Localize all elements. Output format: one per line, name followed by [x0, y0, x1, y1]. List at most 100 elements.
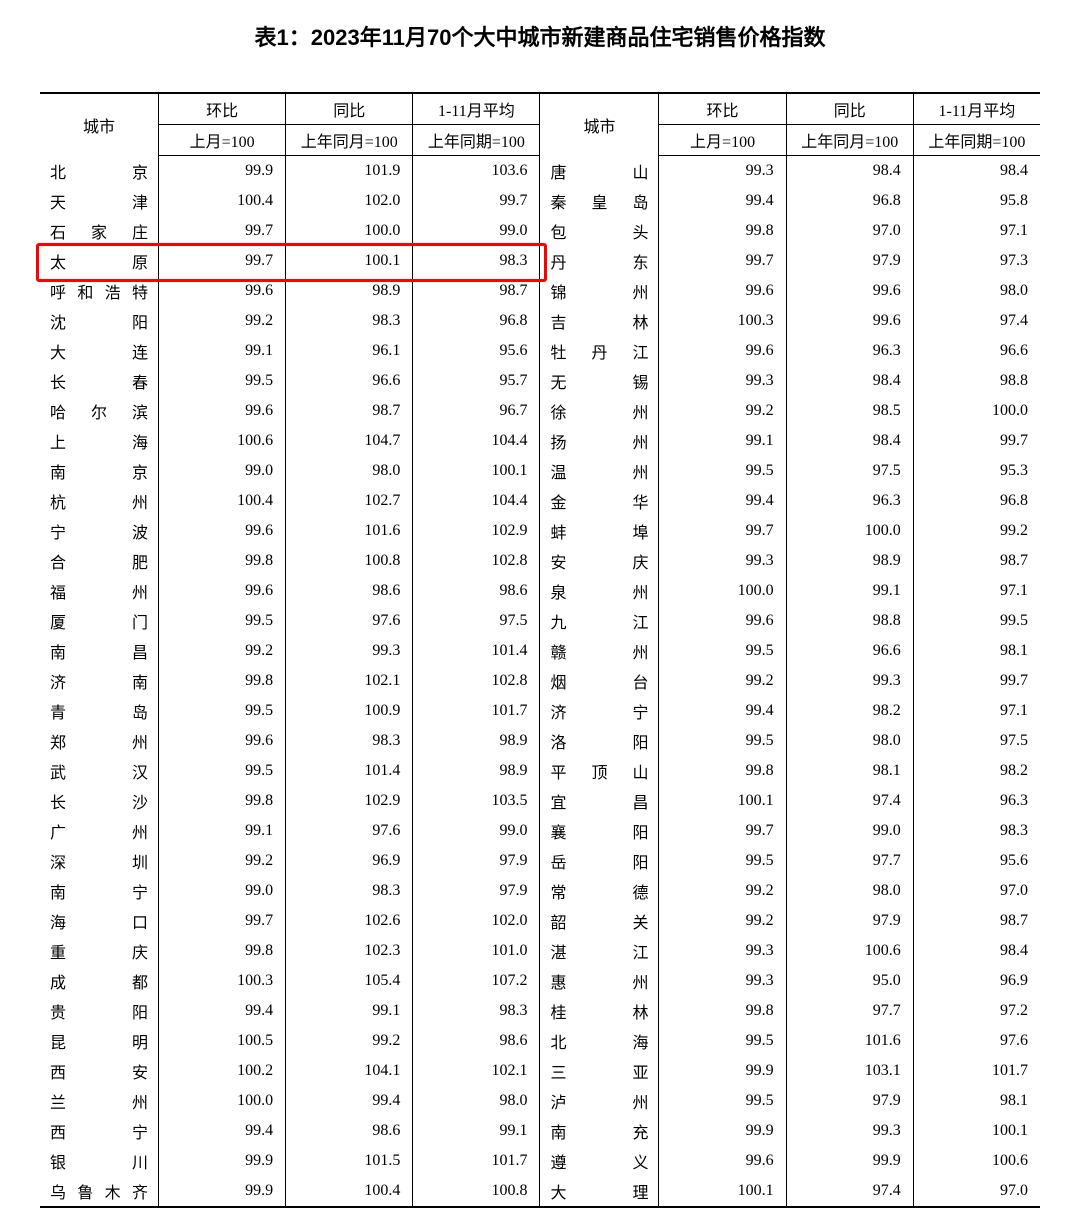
table-row: 乌鲁木齐99.9100.4100.8大 理100.197.497.0	[40, 1176, 1040, 1207]
avg-cell: 97.5	[913, 726, 1040, 756]
avg-cell: 99.7	[913, 666, 1040, 696]
mom-cell: 99.5	[159, 696, 286, 726]
city-cell: 唐 山	[540, 156, 659, 186]
city-cell: 牡 丹 江	[540, 336, 659, 366]
avg-cell: 100.0	[913, 396, 1040, 426]
yoy-cell: 97.9	[786, 1086, 913, 1116]
avg-cell: 102.0	[413, 906, 540, 936]
yoy-cell: 97.4	[786, 786, 913, 816]
mom-cell: 99.8	[159, 546, 286, 576]
yoy-cell: 98.8	[786, 606, 913, 636]
avg-cell: 101.7	[413, 1146, 540, 1176]
avg-cell: 102.1	[413, 1056, 540, 1086]
mom-cell: 99.5	[159, 756, 286, 786]
mom-cell: 99.0	[159, 456, 286, 486]
yoy-cell: 98.6	[286, 576, 413, 606]
city-cell: 北 海	[540, 1026, 659, 1056]
avg-cell: 102.9	[413, 516, 540, 546]
city-cell: 兰 州	[40, 1086, 159, 1116]
mom-cell: 99.7	[159, 216, 286, 246]
avg-cell: 101.4	[413, 636, 540, 666]
yoy-cell: 96.9	[286, 846, 413, 876]
mom-cell: 100.3	[659, 306, 786, 336]
mom-cell: 99.2	[659, 396, 786, 426]
city-cell: 南 昌	[40, 636, 159, 666]
mom-cell: 99.5	[659, 1086, 786, 1116]
avg-cell: 97.3	[913, 246, 1040, 276]
mom-cell: 99.7	[659, 516, 786, 546]
yoy-cell: 97.5	[786, 456, 913, 486]
city-cell: 济 南	[40, 666, 159, 696]
yoy-cell: 103.1	[786, 1056, 913, 1086]
mom-cell: 99.2	[159, 636, 286, 666]
yoy-cell: 95.0	[786, 966, 913, 996]
yoy-cell: 96.3	[786, 486, 913, 516]
yoy-cell: 98.4	[786, 156, 913, 186]
avg-cell: 96.9	[913, 966, 1040, 996]
table-row: 上 海100.6104.7104.4扬 州99.198.499.7	[40, 426, 1040, 456]
city-cell: 遵 义	[540, 1146, 659, 1176]
mom-cell: 99.5	[659, 636, 786, 666]
city-cell: 天 津	[40, 186, 159, 216]
hdr-mom-sub-right: 上月=100	[659, 125, 786, 156]
yoy-cell: 101.4	[286, 756, 413, 786]
city-cell: 三 亚	[540, 1056, 659, 1086]
avg-cell: 103.6	[413, 156, 540, 186]
city-cell: 泉 州	[540, 576, 659, 606]
yoy-cell: 96.6	[286, 366, 413, 396]
yoy-cell: 100.0	[286, 216, 413, 246]
table-row: 石 家 庄99.7100.099.0包 头99.897.097.1	[40, 216, 1040, 246]
city-cell: 杭 州	[40, 486, 159, 516]
table-row: 长 沙99.8102.9103.5宜 昌100.197.496.3	[40, 786, 1040, 816]
yoy-cell: 98.6	[286, 1116, 413, 1146]
city-cell: 石 家 庄	[40, 216, 159, 246]
mom-cell: 99.6	[659, 276, 786, 306]
avg-cell: 102.8	[413, 546, 540, 576]
yoy-cell: 104.1	[286, 1056, 413, 1086]
city-cell: 秦 皇 岛	[540, 186, 659, 216]
table-row: 郑 州99.698.398.9洛 阳99.598.097.5	[40, 726, 1040, 756]
yoy-cell: 99.2	[286, 1026, 413, 1056]
mom-cell: 99.4	[659, 696, 786, 726]
mom-cell: 99.2	[159, 846, 286, 876]
mom-cell: 100.2	[159, 1056, 286, 1086]
mom-cell: 100.3	[159, 966, 286, 996]
hdr-avg-right: 1-11月平均	[913, 93, 1040, 125]
city-cell: 北 京	[40, 156, 159, 186]
city-cell: 合 肥	[40, 546, 159, 576]
avg-cell: 103.5	[413, 786, 540, 816]
table-row: 青 岛99.5100.9101.7济 宁99.498.297.1	[40, 696, 1040, 726]
yoy-cell: 102.1	[286, 666, 413, 696]
yoy-cell: 99.6	[786, 306, 913, 336]
table-row: 杭 州100.4102.7104.4金 华99.496.396.8	[40, 486, 1040, 516]
city-cell: 南 宁	[40, 876, 159, 906]
hdr-mom-right: 环比	[659, 93, 786, 125]
mom-cell: 99.6	[159, 276, 286, 306]
table-row: 西 安100.2104.1102.1三 亚99.9103.1101.7	[40, 1056, 1040, 1086]
city-cell: 长 沙	[40, 786, 159, 816]
mom-cell: 99.5	[159, 366, 286, 396]
table-row: 南 京99.098.0100.1温 州99.597.595.3	[40, 456, 1040, 486]
table-row: 呼和浩特99.698.998.7锦 州99.699.698.0	[40, 276, 1040, 306]
mom-cell: 100.5	[159, 1026, 286, 1056]
yoy-cell: 98.0	[286, 456, 413, 486]
city-cell: 呼和浩特	[40, 276, 159, 306]
avg-cell: 100.1	[413, 456, 540, 486]
yoy-cell: 100.4	[286, 1176, 413, 1207]
yoy-cell: 98.3	[286, 726, 413, 756]
yoy-cell: 100.0	[786, 516, 913, 546]
table-row: 长 春99.596.695.7无 锡99.398.498.8	[40, 366, 1040, 396]
hdr-avg-left: 1-11月平均	[413, 93, 540, 125]
city-cell: 九 江	[540, 606, 659, 636]
mom-cell: 100.0	[159, 1086, 286, 1116]
mom-cell: 99.3	[659, 156, 786, 186]
table-row: 沈 阳99.298.396.8吉 林100.399.697.4	[40, 306, 1040, 336]
yoy-cell: 97.7	[786, 846, 913, 876]
city-cell: 烟 台	[540, 666, 659, 696]
city-cell: 青 岛	[40, 696, 159, 726]
avg-cell: 97.6	[913, 1026, 1040, 1056]
yoy-cell: 100.6	[786, 936, 913, 966]
table-header: 城市 环比 同比 1-11月平均 城市 环比 同比 1-11月平均 上月=100…	[40, 93, 1040, 156]
yoy-cell: 98.7	[286, 396, 413, 426]
yoy-cell: 100.1	[286, 246, 413, 276]
